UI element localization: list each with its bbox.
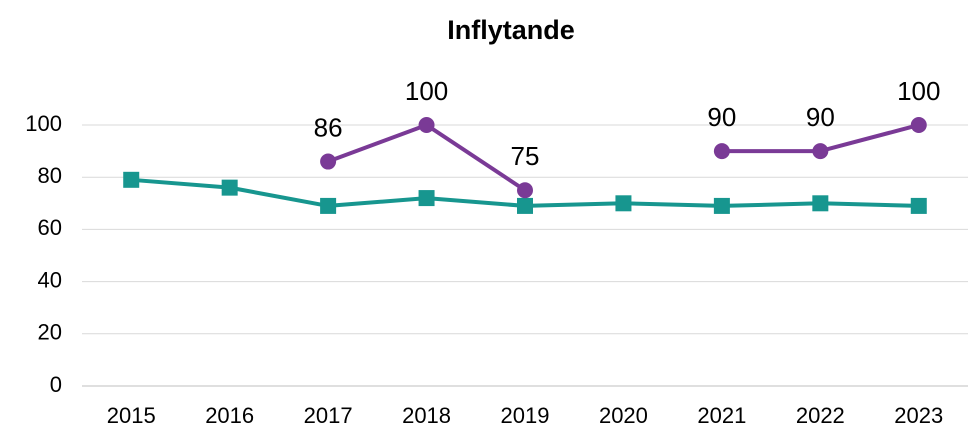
marker <box>713 197 730 214</box>
marker <box>320 197 337 214</box>
chart-title: Inflytande <box>447 15 575 45</box>
x-tick-label: 2022 <box>796 403 845 428</box>
y-tick-label: 0 <box>50 372 62 397</box>
y-tick-label: 80 <box>38 163 62 188</box>
data-label: 86 <box>314 112 343 142</box>
marker <box>123 171 140 188</box>
marker <box>910 197 927 214</box>
x-tick-label: 2020 <box>599 403 648 428</box>
x-tick-label: 2017 <box>304 403 353 428</box>
marker <box>615 195 632 212</box>
data-label: 90 <box>707 102 736 132</box>
x-tick-label: 2019 <box>501 403 550 428</box>
marker <box>812 143 829 160</box>
y-tick-label: 100 <box>25 111 62 136</box>
marker <box>910 117 927 133</box>
marker <box>418 117 435 133</box>
marker <box>320 153 337 170</box>
marker <box>812 195 829 212</box>
data-label: 100 <box>897 76 940 106</box>
marker <box>517 182 533 199</box>
x-tick-label: 2021 <box>697 403 746 428</box>
y-tick-label: 20 <box>38 320 62 345</box>
marker <box>221 179 238 196</box>
x-tick-label: 2018 <box>402 403 451 428</box>
x-tick-label: 2016 <box>205 403 254 428</box>
data-label: 90 <box>806 102 835 132</box>
marker <box>713 143 730 160</box>
marker <box>517 197 533 214</box>
y-tick-label: 60 <box>38 215 62 240</box>
marker <box>418 190 435 207</box>
data-label: 100 <box>405 76 448 106</box>
x-tick-label: 2015 <box>107 403 156 428</box>
data-label: 75 <box>511 141 540 171</box>
series-line <box>327 123 920 192</box>
y-tick-label: 40 <box>38 267 62 292</box>
x-tick-label: 2023 <box>894 403 943 428</box>
